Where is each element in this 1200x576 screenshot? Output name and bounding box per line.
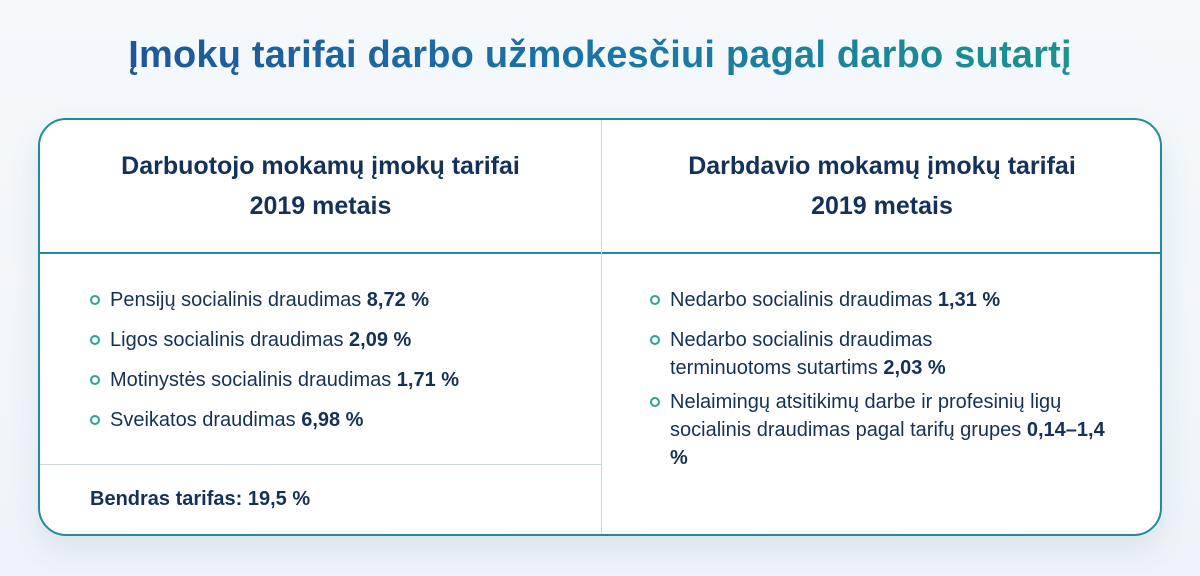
rate-value: 1,71 % <box>396 369 460 391</box>
rate-label: Sveikatos draudimas <box>110 409 302 431</box>
employee-heading-line2: 2019 metais <box>249 192 392 220</box>
employer-rates-list: Nedarbo socialinis draudimas 1,31 % Neda… <box>602 254 1160 472</box>
list-item: Ligos socialinis draudimas 2,09 % <box>90 326 601 354</box>
rate-label: Motinystės socialinis draudimas <box>110 369 397 391</box>
circle-bullet-icon <box>650 335 660 345</box>
circle-bullet-icon <box>90 295 100 305</box>
rate-label: Nelaimingų atsitikimų darbe ir profesini… <box>670 391 1062 441</box>
employer-heading-line2: 2019 metais <box>811 192 953 220</box>
employer-heading: Darbdavio mokamų įmokų tarifai 2019 meta… <box>602 120 1160 254</box>
employee-rates-list: Pensijų socialinis draudimas 8,72 % Ligo… <box>40 254 601 434</box>
rate-value: 6,98 % <box>301 409 364 431</box>
rates-card: Darbuotojo mokamų įmokų tarifai 2019 met… <box>38 118 1162 536</box>
rate-label: Pensijų socialinis draudimas <box>110 289 367 311</box>
rate-value: 8,72 % <box>366 289 430 311</box>
list-item: Nelaimingų atsitikimų darbe ir profesini… <box>650 388 1120 472</box>
employee-column: Darbuotojo mokamų įmokų tarifai 2019 met… <box>40 120 601 534</box>
employer-column: Darbdavio mokamų įmokų tarifai 2019 meta… <box>601 120 1160 534</box>
page-title: Įmokų tarifai darbo užmokesčiui pagal da… <box>0 34 1200 77</box>
rate-value: 2,09 % <box>349 329 412 351</box>
rate-label: Nedarbo socialinis draudimas <box>670 289 938 311</box>
rate-value: 0,14–1,4 % <box>670 419 1105 469</box>
employee-total-rate: Bendras tarifas: 19,5 % <box>40 464 601 534</box>
employee-heading-line1: Darbuotojo mokamų įmokų tarifai <box>121 152 520 180</box>
list-item: Nedarbo socialinis draudimas terminuotom… <box>650 326 1030 382</box>
list-item: Pensijų socialinis draudimas 8,72 % <box>90 286 601 314</box>
list-item: Motinystės socialinis draudimas 1,71 % <box>90 366 601 394</box>
rate-label: Nedarbo socialinis draudimas terminuotom… <box>670 329 933 379</box>
employee-heading: Darbuotojo mokamų įmokų tarifai 2019 met… <box>40 120 601 254</box>
rate-value: 2,03 % <box>883 357 946 379</box>
rate-label: Ligos socialinis draudimas <box>110 329 350 351</box>
list-item: Nedarbo socialinis draudimas 1,31 % <box>650 286 1160 314</box>
circle-bullet-icon <box>650 397 660 407</box>
circle-bullet-icon <box>90 335 100 345</box>
circle-bullet-icon <box>650 295 660 305</box>
circle-bullet-icon <box>90 375 100 385</box>
circle-bullet-icon <box>90 415 100 425</box>
list-item: Sveikatos draudimas 6,98 % <box>90 406 601 434</box>
rate-value: 1,31 % <box>937 289 1001 311</box>
employer-heading-line1: Darbdavio mokamų įmokų tarifai <box>688 152 1076 180</box>
